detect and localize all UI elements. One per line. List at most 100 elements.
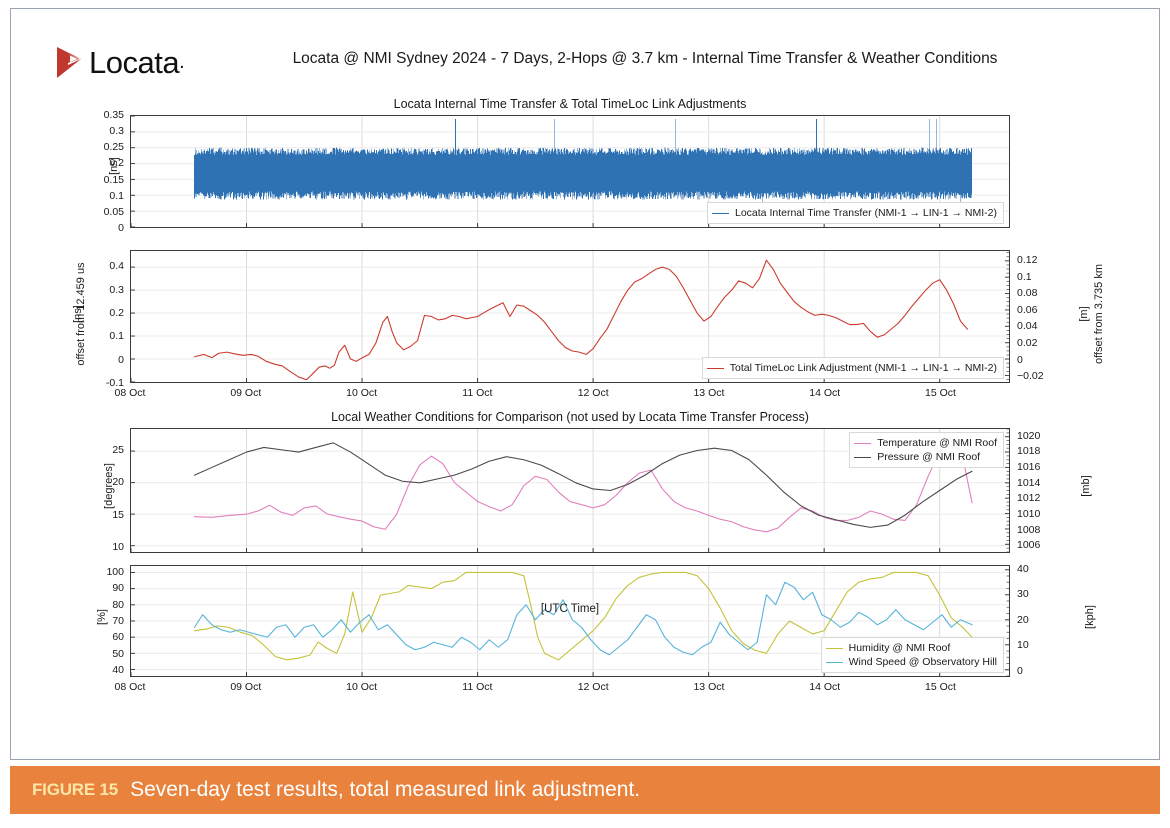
legend-label-pressure: Pressure @ NMI Roof — [877, 451, 981, 463]
chart-total-timeloc-link-adjustment: offset from 12.459 us [ns] offset from 3… — [72, 250, 1105, 399]
figure-main-title: Locata @ NMI Sydney 2024 - 7 Days, 2-Hop… — [292, 50, 998, 67]
chart-3-y-tick-right: 1020 — [1017, 429, 1041, 442]
legend-item-humidity: Humidity @ NMI Roof — [825, 641, 997, 655]
chart-3-y-tick-right: 1006 — [1017, 539, 1041, 552]
chart-3-y-tick-right: 1018 — [1017, 445, 1041, 458]
chart-2-y-axis-label-right-line1: offset from 3.735 km — [1093, 263, 1105, 365]
chart-2-y-tick-right: 0.1 — [1017, 270, 1032, 283]
chart-3-y-tick-left: 10 — [112, 540, 124, 553]
legend-item-pressure: Pressure @ NMI Roof — [854, 450, 997, 464]
chart-4-x-tick: 09 Oct — [230, 681, 262, 693]
legend-swatch-temperature — [854, 442, 872, 444]
chart-3-canvas — [131, 429, 1009, 552]
chart-3-y-tick-right: 1014 — [1017, 476, 1041, 489]
chart-1-y-tick-left: 0.05 — [103, 205, 124, 218]
legend-label-link-adjustment: Total TimeLoc Link Adjustment (NMI-1 → L… — [729, 362, 997, 374]
chart-1-title: Locata Internal Time Transfer & Total Ti… — [393, 97, 747, 111]
chart-1-y-tick-left: 0.25 — [103, 141, 124, 154]
chart-4-y-tick-left: 40 — [112, 664, 124, 677]
chart-2-x-tick: 14 Oct — [809, 387, 841, 399]
locata-wordmark: Locata — [89, 44, 180, 80]
locata-triangle-logo-icon — [55, 46, 85, 79]
chart-4-y-tick-right: 30 — [1017, 588, 1029, 601]
locata-wordmark-dot: . — [179, 50, 185, 73]
chart-4-y-tick-left: 90 — [112, 582, 124, 595]
legend-swatch-link-adjustment — [706, 367, 724, 369]
chart-2-x-tick: 08 Oct — [114, 387, 146, 399]
chart-2-y-tick-left: 0.4 — [109, 260, 124, 273]
chart-2-y-tick-left: -0.1 — [105, 377, 124, 389]
chart-4-y-tick-left: 50 — [112, 647, 124, 660]
chart-2-x-tick: 12 Oct — [577, 387, 609, 399]
chart-4-y-tick-left: 80 — [112, 598, 124, 611]
chart-4-x-axis-label: [UTC Time] — [540, 603, 600, 615]
legend-swatch-wind-speed — [825, 661, 843, 663]
chart-4-x-tick: 15 Oct — [925, 681, 956, 693]
chart-internal-time-transfer: Locata Internal Time Transfer & Total Ti… — [104, 97, 1010, 234]
chart-4-y-axis-label-right: [kph] — [1084, 605, 1096, 629]
chart-3-y-tick-right: 1012 — [1017, 492, 1041, 505]
legend-item-temperature: Temperature @ NMI Roof — [854, 436, 997, 450]
legend-item-wind-speed: Wind Speed @ Observatory Hill — [825, 655, 997, 669]
chart-2-y-tick-right: 0.02 — [1017, 337, 1038, 350]
chart-3-y-tick-left: 25 — [112, 444, 124, 457]
chart-2-y-axis-label-right-line2: [m] — [1078, 306, 1090, 322]
chart-3-y-tick-right: 1010 — [1017, 507, 1041, 520]
chart-4-x-tick: 12 Oct — [577, 681, 609, 693]
chart-4-x-tick: 13 Oct — [693, 681, 725, 693]
legend-label-time-transfer: Locata Internal Time Transfer (NMI-1 → L… — [735, 207, 997, 219]
chart-4-y-tick-left: 60 — [112, 631, 124, 644]
chart-2-x-tick: 09 Oct — [230, 387, 262, 399]
chart-2-x-tick: 10 Oct — [346, 387, 378, 399]
chart-1-y-tick-left: 0 — [118, 222, 124, 234]
chart-1-y-tick-left: 0.2 — [109, 157, 124, 170]
chart-1-y-tick-left: 0.35 — [103, 109, 124, 121]
chart-2-y-tick-left: 0.1 — [109, 330, 124, 343]
chart-4-y-tick-left: 70 — [112, 615, 124, 627]
legend-swatch-humidity — [825, 647, 843, 649]
chart-local-weather-temp-pressure: Local Weather Conditions for Comparison … — [103, 410, 1092, 553]
chart-4-x-tick: 08 Oct — [114, 681, 146, 693]
legend-label-wind-speed: Wind Speed @ Observatory Hill — [848, 656, 997, 668]
legend-label-temperature: Temperature @ NMI Roof — [877, 437, 997, 449]
chart-1-y-tick-left: 0.1 — [109, 189, 124, 202]
chart-3-title: Local Weather Conditions for Comparison … — [331, 410, 809, 424]
chart-3-y-axis-label-right: [mb] — [1080, 475, 1092, 497]
figure-header: Locata . Locata @ NMI Sydney 2024 - 7 Da… — [0, 42, 1150, 84]
legend-label-humidity: Humidity @ NMI Roof — [848, 642, 951, 654]
chart-2-y-tick-right: −0.02 — [1017, 370, 1044, 383]
chart-4-y-tick-right: 0 — [1017, 664, 1023, 677]
chart-2-y-tick-right: 0.04 — [1017, 320, 1038, 333]
chart-3-legend: Temperature @ NMI Roof Pressure @ NMI Ro… — [849, 432, 1004, 468]
chart-1-legend: Locata Internal Time Transfer (NMI-1 → L… — [707, 202, 1004, 224]
chart-2-y-tick-right: 0.06 — [1017, 303, 1038, 316]
chart-4-legend: Humidity @ NMI Roof Wind Speed @ Observa… — [820, 637, 1004, 673]
locata-logo: Locata . — [55, 44, 185, 80]
legend-swatch-time-transfer — [712, 212, 729, 214]
chart-3-y-tick-left: 15 — [112, 508, 124, 521]
chart-4-y-tick-right: 20 — [1017, 613, 1029, 626]
chart-3-y-tick-right: 1016 — [1017, 461, 1041, 474]
chart-4-y-tick-left: 100 — [106, 565, 124, 578]
chart-1-canvas — [131, 116, 1009, 227]
chart-1-y-tick-left: 0.3 — [109, 125, 124, 138]
chart-4-y-tick-right: 40 — [1017, 562, 1029, 575]
chart-4-x-tick: 14 Oct — [809, 681, 841, 693]
chart-2-x-tick: 13 Oct — [693, 387, 725, 399]
figure-caption-label: FIGURE 15 — [32, 780, 119, 799]
figure-caption-text: Seven-day test results, total measured l… — [130, 778, 641, 801]
chart-1-y-tick-left: 0.15 — [103, 173, 124, 186]
chart-4-x-tick: 10 Oct — [346, 681, 378, 693]
legend-item-link-adjustment: Total TimeLoc Link Adjustment (NMI-1 → L… — [706, 361, 997, 375]
chart-3-y-tick-left: 20 — [112, 476, 124, 489]
chart-2-y-tick-left: 0.2 — [109, 307, 124, 319]
legend-item-time-transfer: Locata Internal Time Transfer (NMI-1 → L… — [712, 206, 997, 220]
chart-2-x-tick: 15 Oct — [925, 387, 956, 399]
chart-4-y-tick-right: 10 — [1017, 639, 1029, 652]
chart-4-x-tick: 11 Oct — [462, 681, 493, 693]
figure-caption-bar: FIGURE 15 Seven-day test results, total … — [10, 766, 1160, 814]
chart-3-y-tick-right: 1008 — [1017, 523, 1041, 536]
chart-2-y-tick-right: 0.08 — [1017, 287, 1038, 300]
chart-2-x-tick: 11 Oct — [462, 387, 493, 399]
